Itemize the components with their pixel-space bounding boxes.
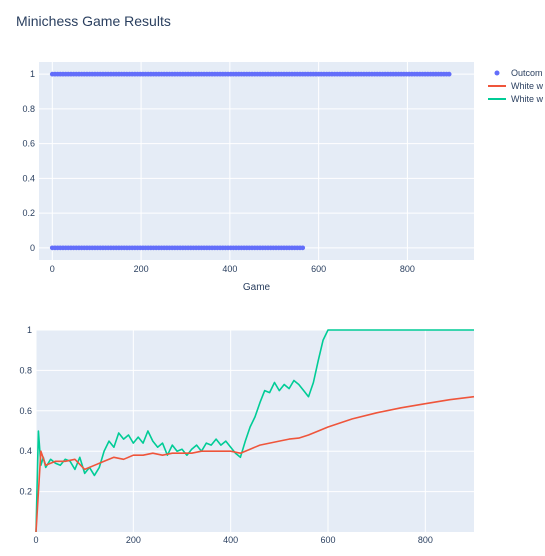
x-axis-title: Game	[243, 282, 271, 293]
legend: Outcom White w White w	[488, 68, 544, 104]
win-rate-plot: 0 200 400 600 800 0.2 0.4 0.6 0.8 1	[19, 325, 475, 545]
y-tick-label: 0.4	[22, 173, 35, 183]
y-tick-label: 0.4	[19, 446, 32, 456]
legend-marker	[494, 70, 500, 76]
outcome-plot: 0 200 400 600 800 0 0.2 0.4 0.6 0.8 1 Game	[22, 62, 474, 293]
y-tick-label: 0.8	[19, 365, 32, 375]
x-tick-label: 800	[400, 264, 415, 274]
cumulative-win-rate-line	[35, 395, 475, 533]
y-tick-label: 1	[30, 69, 35, 79]
y-tick-label: 0	[30, 243, 35, 253]
x-tick-label: 600	[311, 264, 326, 274]
legend-item: White w	[488, 94, 544, 104]
x-tick-label: 0	[50, 264, 55, 274]
legend-item: Outcom	[494, 68, 543, 78]
x-tick-label: 400	[222, 264, 237, 274]
outcome-marker-row	[49, 245, 306, 251]
outcome-marker-row	[49, 71, 452, 77]
outcome-point	[446, 71, 452, 77]
legend-label: White w	[511, 81, 544, 91]
y-tick-label: 0.6	[22, 139, 35, 149]
plot-area	[36, 330, 474, 532]
x-tick-label: 600	[320, 535, 335, 545]
outcome-point	[300, 245, 306, 251]
plot-area	[39, 62, 474, 260]
legend-label: White w	[511, 94, 544, 104]
y-tick-label: 1	[27, 325, 32, 335]
y-tick-label: 0.2	[22, 208, 35, 218]
x-tick-label: 400	[223, 535, 238, 545]
page-title: Minichess Game Results	[16, 13, 171, 29]
legend-item: White w	[488, 81, 544, 91]
y-tick-label: 0.6	[19, 406, 32, 416]
x-tick-label: 200	[134, 264, 149, 274]
x-tick-label: 0	[33, 535, 38, 545]
y-tick-label: 0.8	[22, 104, 35, 114]
legend-label: Outcom	[511, 68, 543, 78]
x-tick-label: 200	[126, 535, 141, 545]
y-tick-label: 0.2	[19, 487, 32, 497]
x-tick-label: 800	[418, 535, 433, 545]
